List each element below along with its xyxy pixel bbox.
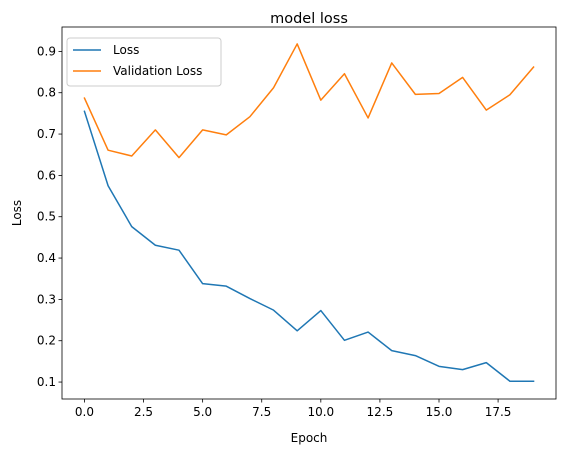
x-tick-label: 5.0 (193, 405, 212, 419)
plot-frame (61, 26, 557, 400)
y-tick-label: 0.6 (37, 168, 56, 182)
y-tick-label: 0.2 (37, 334, 56, 348)
y-tick-label: 0.4 (37, 251, 56, 265)
legend: Loss Validation Loss (66, 37, 222, 87)
x-tick-label: 12.5 (367, 405, 394, 419)
y-tick-label: 0.1 (37, 375, 56, 389)
series-lines (83, 43, 535, 382)
x-tick-label: 2.5 (134, 405, 153, 419)
x-axis-label: Epoch (291, 431, 328, 445)
series-line-validation-loss (83, 43, 535, 159)
legend-label: Validation Loss (113, 64, 202, 78)
legend-label: Loss (113, 43, 139, 57)
x-axis: 0.0 2.5 5.0 7.5 10.0 12.5 15.0 17.5 (75, 399, 512, 419)
legend-box (66, 37, 222, 87)
y-tick-label: 0.7 (37, 127, 56, 141)
x-tick-label: 10.0 (307, 405, 334, 419)
y-axis-label: Loss (10, 200, 24, 226)
y-tick-label: 0.3 (37, 292, 56, 306)
y-tick-label: 0.5 (37, 210, 56, 224)
y-tick-label: 0.9 (37, 44, 56, 58)
x-tick-label: 0.0 (75, 405, 94, 419)
x-tick-label: 15.0 (426, 405, 453, 419)
x-tick-label: 17.5 (485, 405, 512, 419)
y-tick-label: 0.8 (37, 86, 56, 100)
x-tick-label: 7.5 (252, 405, 271, 419)
series-line-loss (83, 110, 535, 382)
chart-title: model loss (270, 11, 348, 27)
plot-area (61, 26, 557, 400)
y-axis: 0.1 0.2 0.3 0.4 0.5 0.6 0.7 0.8 0.9 (37, 44, 62, 389)
